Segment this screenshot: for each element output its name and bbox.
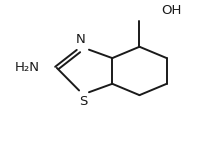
Text: S: S: [79, 95, 87, 108]
Text: H₂N: H₂N: [15, 61, 40, 74]
Text: N: N: [76, 33, 86, 46]
Text: OH: OH: [162, 4, 182, 17]
